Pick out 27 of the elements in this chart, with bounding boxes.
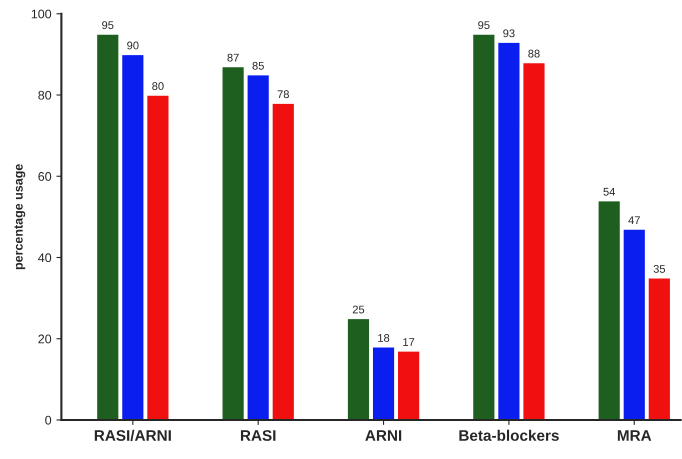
- y-tick-label: 100: [32, 10, 52, 18]
- x-tick-label: Beta-blockers: [459, 430, 559, 441]
- data-label: 93: [503, 29, 515, 38]
- data-label: 25: [352, 306, 364, 314]
- y-axis-title: percentage usage: [14, 164, 26, 270]
- y-tick-label: 0: [45, 416, 52, 425]
- data-label: 80: [152, 82, 164, 90]
- x-tick-label: ARNI: [365, 430, 402, 441]
- x-tick-label: RASI/ARNI: [94, 430, 171, 442]
- y-tick-label: 40: [38, 253, 52, 262]
- data-label: 95: [478, 21, 490, 30]
- data-label: 88: [528, 50, 540, 58]
- data-label: 17: [403, 338, 414, 346]
- data-label: 87: [227, 54, 239, 62]
- data-label: 35: [654, 264, 666, 273]
- y-tick-label: 60: [38, 172, 52, 181]
- data-label: 18: [378, 334, 390, 342]
- x-tick-label: RASI: [240, 430, 276, 441]
- data-label: 47: [628, 216, 640, 224]
- data-label: 78: [278, 90, 289, 98]
- y-tick-label: 20: [38, 334, 52, 344]
- data-label: 54: [603, 188, 616, 196]
- x-tick-label: MRA: [618, 430, 652, 441]
- data-label: 85: [252, 62, 264, 70]
- data-label: 90: [127, 42, 139, 50]
- data-label: 95: [102, 21, 114, 30]
- y-tick-label: 80: [38, 90, 52, 100]
